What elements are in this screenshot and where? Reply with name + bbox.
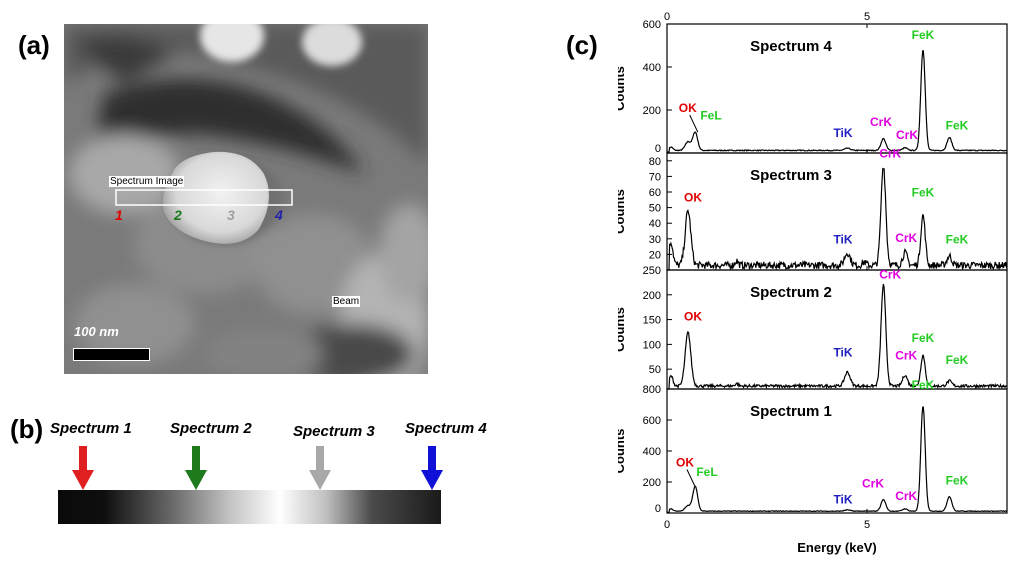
point-3-label: 3 <box>227 207 235 223</box>
panel-label-c: (c) <box>566 30 598 60</box>
y-axis-label: Counts <box>618 307 627 352</box>
spectrum-4-curve <box>667 50 1008 153</box>
spectrum-title: Spectrum 3 <box>750 167 832 184</box>
peak-label: TiK <box>833 493 852 507</box>
y-tick-label: 600 <box>643 415 661 427</box>
point-1-label: 1 <box>115 207 123 223</box>
stripe-label-1: Spectrum 1 <box>50 420 132 437</box>
peak-label: FeK <box>912 186 935 200</box>
peak-label: TiK <box>833 126 852 140</box>
y-tick-label: 200 <box>643 477 661 489</box>
arrow-spectrum-4 <box>421 446 443 490</box>
peak-label: CrK <box>895 348 917 362</box>
arrow-spectrum-1 <box>72 446 94 490</box>
y-tick-label: 400 <box>643 62 661 74</box>
peak-label: FeK <box>912 378 935 392</box>
peak-label: TiK <box>833 232 852 246</box>
peak-label: CrK <box>879 267 901 281</box>
y-tick-label: 100 <box>643 339 661 351</box>
panel-label-b: (b) <box>10 414 44 444</box>
point-2-label: 2 <box>174 207 182 223</box>
peak-label: FeK <box>946 232 969 246</box>
peak-label: OK <box>679 101 697 115</box>
peak-label: FeK <box>912 28 935 42</box>
x-tick-label: 5 <box>864 519 870 531</box>
y-tick-label: 600 <box>643 19 661 31</box>
y-tick-label: 400 <box>643 446 661 458</box>
spectrum-2-frame <box>666 269 1008 390</box>
arrow-spectrum-2 <box>185 446 207 490</box>
ok-pointer <box>689 114 699 133</box>
x-axis-label: Energy (keV) <box>797 540 876 555</box>
spectrum-title: Spectrum 4 <box>750 38 832 55</box>
peak-label: FeL <box>700 109 721 123</box>
scale-bar <box>73 348 150 361</box>
y-axis-label: Counts <box>618 66 627 111</box>
y-tick-label: 250 <box>643 265 661 277</box>
spectrum-2-curve <box>667 283 1008 390</box>
spectrum-title: Spectrum 2 <box>750 284 832 301</box>
stripe-label-2: Spectrum 2 <box>170 420 252 437</box>
x-top-tick-label: 0 <box>664 11 670 23</box>
y-tick-label: 800 <box>643 384 661 396</box>
spectrum-image-label: Spectrum Image <box>109 176 185 187</box>
y-tick-label: 200 <box>643 105 661 117</box>
peak-label: FeK <box>946 118 969 132</box>
y-tick-label: 80 <box>649 156 661 168</box>
peak-label: OK <box>676 456 694 470</box>
spectrum-image-box <box>115 189 293 206</box>
y-tick-label: 30 <box>649 234 661 246</box>
y-tick-label: 0 <box>655 503 661 515</box>
peak-label: FeK <box>946 353 969 367</box>
micrograph-image <box>64 10 439 394</box>
stripe-label-4: Spectrum 4 <box>405 420 487 437</box>
x-top-tick-label: 5 <box>864 11 870 23</box>
eds-spectra-chart: 0 200 400 600 Counts Spectrum 4 OK FeL TiK CrK CrK… <box>612 8 1014 557</box>
peak-label: CrK <box>895 231 917 245</box>
peak-label: CrK <box>895 489 917 503</box>
peak-label: CrK <box>870 115 892 129</box>
peak-label: OK <box>684 310 702 324</box>
y-tick-label: 0 <box>655 143 661 155</box>
stripe-arrows <box>72 446 443 490</box>
stripe-label-3: Spectrum 3 <box>293 423 375 440</box>
peak-label: CrK <box>896 128 918 142</box>
spectrum-line-stripe <box>58 490 441 524</box>
peak-label: FeK <box>912 331 935 345</box>
spectrum-title: Spectrum 1 <box>750 403 832 420</box>
y-tick-label: 50 <box>649 203 661 215</box>
beam-label: Beam <box>332 296 361 307</box>
y-tick-label: 50 <box>649 364 661 376</box>
peak-label: OK <box>684 190 702 204</box>
panel-label-a: (a) <box>18 30 50 60</box>
stripe-image <box>58 490 441 524</box>
ok-pointer <box>686 469 696 487</box>
spectrum-3-frame <box>666 152 1008 271</box>
peak-label: CrK <box>862 476 884 490</box>
point-4-label: 4 <box>275 207 283 223</box>
y-axis-label: Counts <box>618 189 627 234</box>
y-tick-label: 60 <box>649 187 661 199</box>
stem-micrograph: Spectrum Image Beam 100 nm 1 2 3 4 <box>64 10 439 394</box>
y-tick-label: 70 <box>649 171 661 183</box>
scale-bar-label: 100 nm <box>74 324 119 339</box>
y-tick-label: 200 <box>643 290 661 302</box>
spectrum-3-curve <box>667 167 1008 271</box>
spectrum-1-curve <box>667 406 1008 513</box>
y-axis-label: Counts <box>618 429 627 474</box>
peak-label: CrK <box>879 147 901 161</box>
y-tick-label: 20 <box>649 249 661 261</box>
y-tick-label: 40 <box>649 218 661 230</box>
y-tick-label: 150 <box>643 315 661 327</box>
x-tick-label: 0 <box>664 519 670 531</box>
arrow-spectrum-3 <box>309 446 331 490</box>
peak-label: FeL <box>696 465 717 479</box>
peak-label: TiK <box>833 345 852 359</box>
peak-label: FeK <box>946 473 969 487</box>
